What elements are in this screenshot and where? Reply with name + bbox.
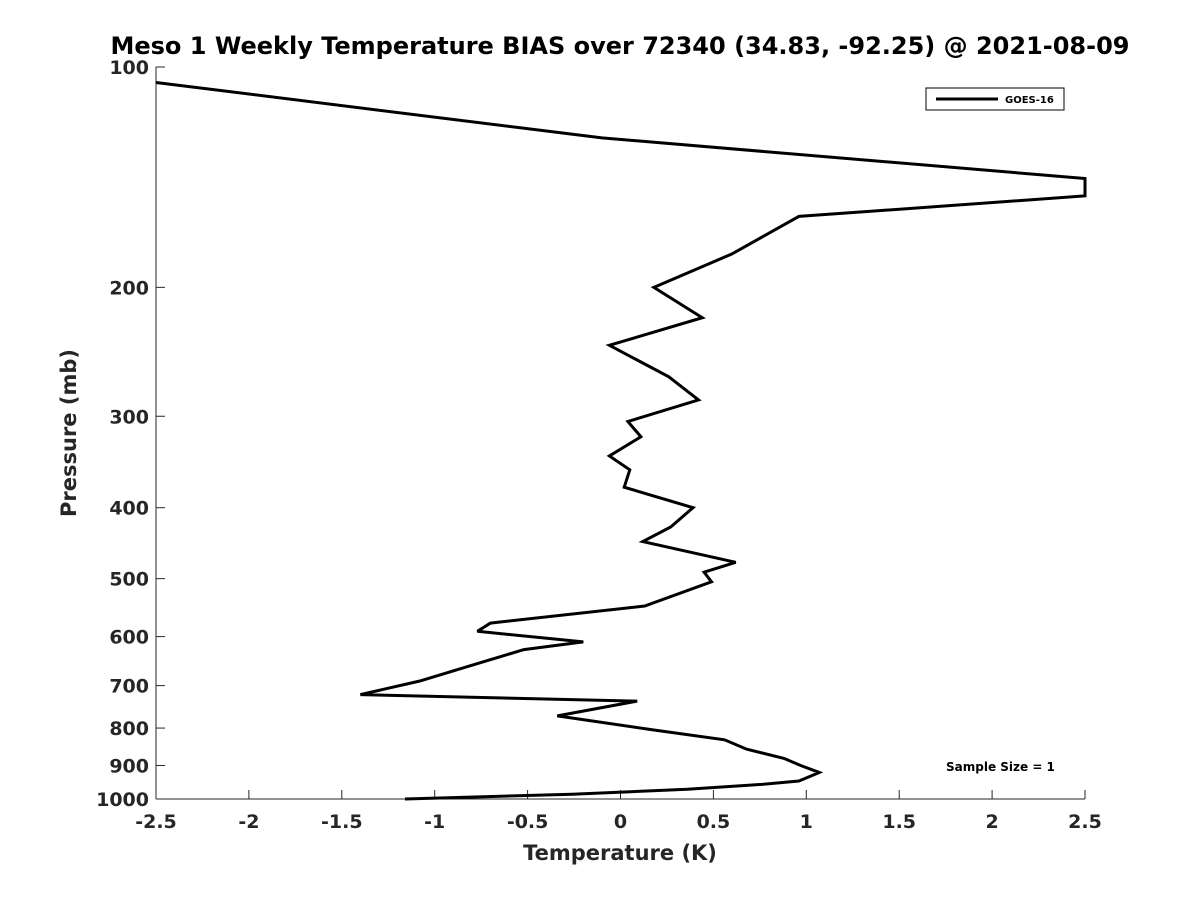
y-tick-label: 100 xyxy=(109,57,149,79)
series-line-goes-16 xyxy=(155,81,1087,801)
legend: GOES-16 xyxy=(925,87,1065,111)
y-tick-label: 500 xyxy=(109,569,149,591)
series-layer xyxy=(155,81,1087,801)
y-tick-label: 300 xyxy=(109,406,149,428)
x-axis-title: Temperature (K) xyxy=(523,841,717,865)
x-tick-label: -2.5 xyxy=(135,811,177,833)
y-tick-label: 700 xyxy=(109,676,149,698)
y-tick-label: 400 xyxy=(109,498,149,520)
legend-entry-label: GOES-16 xyxy=(1005,95,1054,106)
x-tick-label: 0.5 xyxy=(697,811,731,833)
y-tick-label: 200 xyxy=(109,277,149,299)
y-axis-title: Pressure (mb) xyxy=(57,349,81,517)
x-tick-label: -1.5 xyxy=(321,811,363,833)
y-tick-label: 600 xyxy=(109,627,149,649)
x-tick-label: -2 xyxy=(238,811,259,833)
x-tick-label: 2.5 xyxy=(1068,811,1102,833)
x-tick-label: 1 xyxy=(800,811,813,833)
axes: -2.5 -2 -1.5 -1 -0.5 0 0.5 1 1.5 2 2.5 100 200 300 400… xyxy=(96,57,1102,833)
x-tick-label: 0 xyxy=(614,811,627,833)
y-tick-label: 900 xyxy=(109,756,149,778)
y-tick-label: 1000 xyxy=(96,789,149,811)
x-tick-label: -0.5 xyxy=(507,811,549,833)
chart-title: Meso 1 Weekly Temperature BIAS over 7234… xyxy=(110,32,1129,60)
sample-size-annotation: Sample Size = 1 xyxy=(946,760,1055,774)
x-tick-label: 1.5 xyxy=(882,811,916,833)
x-tick-label: 2 xyxy=(985,811,998,833)
y-tick-label: 800 xyxy=(109,718,149,740)
x-tick-label: -1 xyxy=(424,811,445,833)
